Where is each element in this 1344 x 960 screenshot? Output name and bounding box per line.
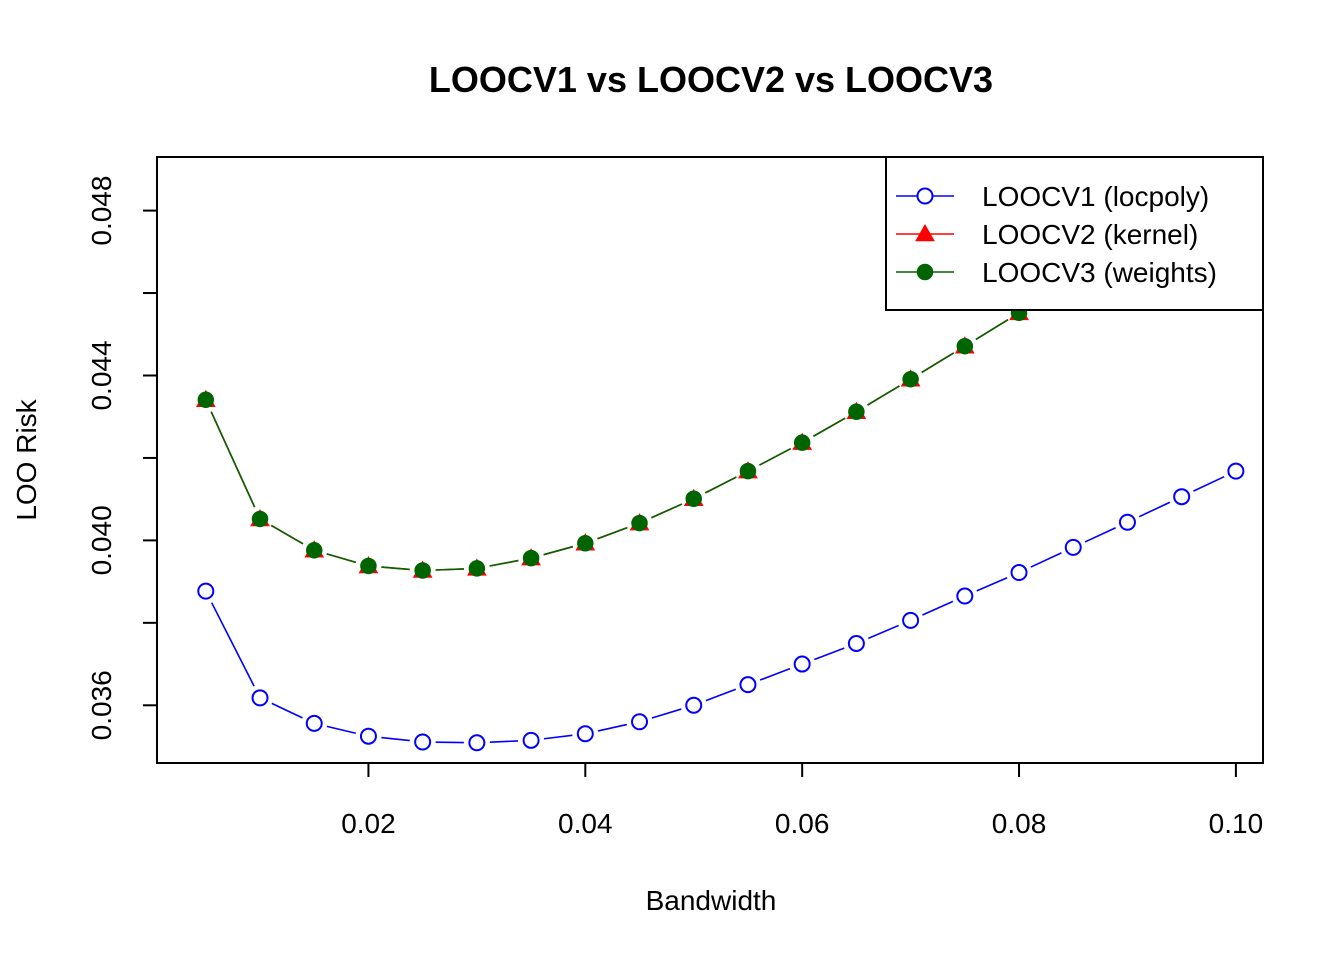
- data-point: [1118, 513, 1136, 531]
- y-axis-label: LOO Risk: [11, 398, 42, 520]
- series-line-segment: [1084, 526, 1117, 543]
- data-point: [468, 560, 486, 577]
- series-line-segment: [759, 667, 791, 681]
- series-1: [197, 462, 1245, 752]
- series-line-segment: [759, 448, 792, 466]
- data-point: [739, 676, 757, 694]
- series-line-segment: [210, 411, 256, 508]
- x-tick-label: 0.10: [1209, 808, 1264, 839]
- data-point: [847, 634, 865, 652]
- series-line-segment: [867, 385, 900, 406]
- x-axis: 0.02 0.04 0.06 0.08 0.10: [341, 762, 1264, 839]
- data-point: [305, 714, 323, 732]
- series-line-segment: [976, 576, 1008, 592]
- data-point: [685, 696, 703, 714]
- y-tick-label: 0.040: [86, 505, 117, 575]
- y-axis: 0.036 0.040 0.044 0.048: [86, 176, 158, 740]
- series-line-segment: [271, 702, 303, 719]
- plot-frame: [156, 156, 1264, 764]
- data-point: [251, 510, 269, 528]
- data-point: [1227, 462, 1245, 480]
- x-tick-label: 0.02: [341, 808, 396, 839]
- series-line-segment: [326, 725, 356, 735]
- data-point: [793, 655, 811, 673]
- series-line-segment: [489, 559, 519, 567]
- data-point: [1010, 564, 1028, 582]
- x-tick-label: 0.08: [992, 808, 1047, 839]
- legend-marker: [916, 187, 934, 205]
- series-line-segment: [813, 417, 846, 437]
- legend-label: LOOCV2 (kernel): [982, 219, 1198, 250]
- data-point: [956, 337, 974, 355]
- data-point: [577, 535, 594, 552]
- data-point: [522, 731, 540, 749]
- series-line-segment: [270, 524, 304, 545]
- series-line-segment: [651, 503, 683, 519]
- data-point: [576, 725, 594, 743]
- y-tick-label: 0.044: [86, 340, 117, 410]
- data-point: [1173, 488, 1191, 506]
- legend-label: LOOCV1 (locpoly): [982, 181, 1209, 212]
- legend-marker: [915, 223, 935, 242]
- data-point: [414, 562, 431, 579]
- data-point: [902, 370, 919, 388]
- series-line-segment: [705, 688, 737, 702]
- data-point: [902, 611, 920, 629]
- data-point: [685, 490, 702, 508]
- series-line-segment: [489, 740, 519, 744]
- series-line-segment: [597, 723, 627, 732]
- series-line-segment: [1138, 501, 1171, 518]
- data-point: [793, 434, 811, 451]
- y-tick-label: 0.048: [86, 176, 117, 246]
- data-point: [305, 542, 323, 559]
- data-point: [631, 713, 649, 731]
- series-line-segment: [921, 352, 955, 374]
- data-point: [414, 733, 432, 751]
- series-line-segment: [1193, 475, 1225, 492]
- legend: LOOCV1 (locpoly) LOOCV2 (kernel) LOOCV3 (w…: [885, 156, 1264, 311]
- series-line-segment: [868, 624, 899, 640]
- series-line-segment: [1030, 552, 1062, 568]
- series-line-segment: [381, 566, 410, 571]
- series-line-segment: [814, 647, 845, 661]
- data-point: [359, 727, 377, 745]
- data-point: [848, 403, 865, 421]
- x-tick-label: 0.06: [775, 808, 830, 839]
- data-point: [522, 549, 540, 567]
- data-point: [197, 391, 215, 409]
- chart-title: LOOCV1 vs LOOCV2 vs LOOCV3: [429, 59, 993, 100]
- y-tick-label: 0.036: [86, 670, 117, 740]
- series-line-segment: [704, 476, 737, 494]
- series-line-segment: [597, 526, 628, 540]
- series-line-segment: [543, 545, 573, 556]
- series-line-segment: [326, 553, 357, 564]
- legend-label: LOOCV3 (weights): [982, 257, 1217, 288]
- x-axis-label: Bandwidth: [646, 885, 777, 916]
- data-point: [1064, 538, 1082, 556]
- legend-items: LOOCV1 (locpoly) LOOCV2 (kernel) LOOCV3 (w…: [896, 181, 1217, 288]
- series-line-segment: [210, 602, 255, 687]
- data-point: [956, 587, 974, 605]
- series-line-segment: [975, 318, 1009, 341]
- data-point: [739, 462, 757, 480]
- series-line-segment: [381, 736, 410, 742]
- data-point: [360, 557, 377, 575]
- data-point: [251, 689, 269, 707]
- series-line-segment: [651, 708, 682, 719]
- data-point: [631, 514, 648, 532]
- x-tick-label: 0.04: [558, 808, 613, 839]
- legend-marker: [916, 263, 934, 281]
- series-line-segment: [543, 734, 573, 740]
- data-point: [468, 734, 486, 752]
- data-point: [197, 582, 215, 600]
- series-line-segment: [435, 568, 464, 571]
- series-line-segment: [922, 600, 954, 616]
